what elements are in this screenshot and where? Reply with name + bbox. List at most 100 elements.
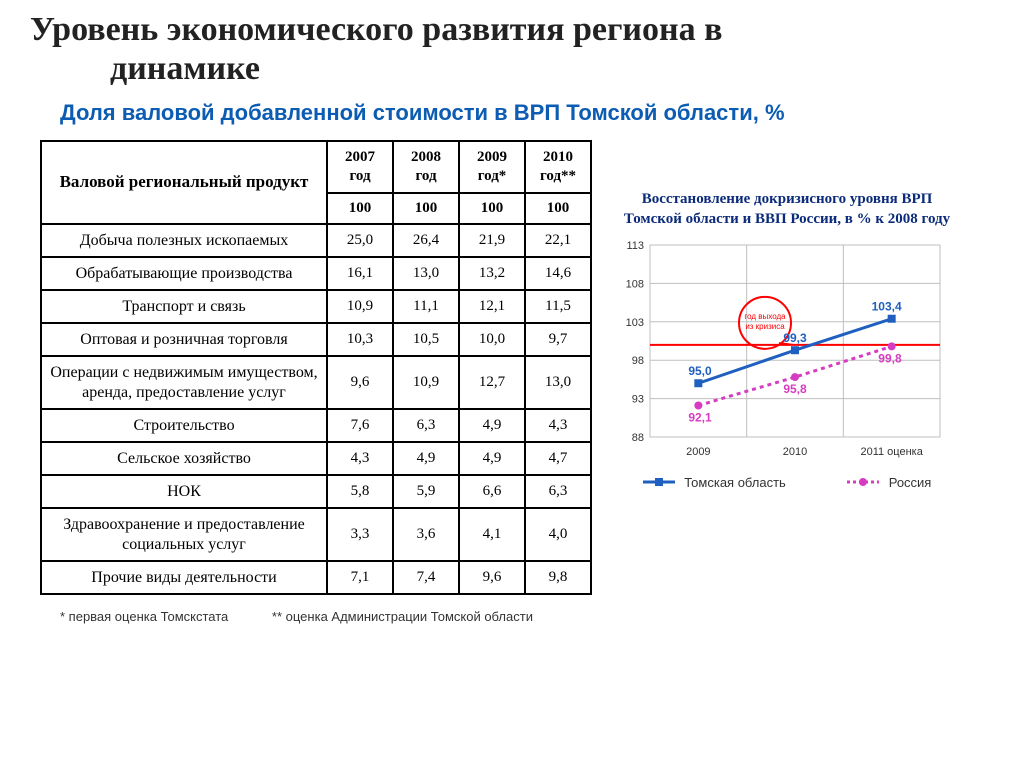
legend-item-russia: Россия xyxy=(847,475,931,491)
cell-value: 7,6 xyxy=(327,409,393,442)
row-label: Транспорт и связь xyxy=(41,290,327,323)
cell-value: 3,6 xyxy=(393,508,459,560)
svg-text:2011 оценка: 2011 оценка xyxy=(860,446,923,458)
svg-text:98: 98 xyxy=(632,355,644,367)
h100-2: 100 xyxy=(459,193,525,224)
table-row: Добыча полезных ископаемых25,026,421,922… xyxy=(41,224,591,257)
row-label: Сельское хозяйство xyxy=(41,442,327,475)
cell-value: 4,9 xyxy=(459,442,525,475)
legend-swatch-russia xyxy=(847,476,879,491)
h100-1: 100 xyxy=(393,193,459,224)
title-line1: Уровень экономического развития региона … xyxy=(30,11,722,48)
svg-text:95,8: 95,8 xyxy=(783,382,807,396)
chart-title: Восстановление докризисного уровня ВРП Т… xyxy=(612,190,962,229)
row-label: Строительство xyxy=(41,409,327,442)
col-2008: 2008 год xyxy=(393,141,459,193)
cell-value: 16,1 xyxy=(327,257,393,290)
cell-value: 14,6 xyxy=(525,257,591,290)
table-row: Оптовая и розничная торговля10,310,510,0… xyxy=(41,323,591,356)
page-title: Уровень экономического развития региона … xyxy=(30,10,994,88)
legend-label-tomsk: Томская область xyxy=(684,475,786,490)
title-line2: динамике xyxy=(30,49,260,88)
svg-text:год выхода: год выхода xyxy=(744,312,786,321)
chart-legend: Томская область Россия xyxy=(612,475,962,491)
row-label: Здравоохранение и предоставление социаль… xyxy=(41,508,327,560)
cell-value: 6,3 xyxy=(393,409,459,442)
footnote-1: * первая оценка Томскстата xyxy=(60,609,228,624)
cell-value: 13,2 xyxy=(459,257,525,290)
cell-value: 6,3 xyxy=(525,475,591,508)
table-row: Прочие виды деятельности7,17,49,69,8 xyxy=(41,561,591,594)
table-row: Сельское хозяйство4,34,94,94,7 xyxy=(41,442,591,475)
svg-text:99,3: 99,3 xyxy=(783,331,807,345)
cell-value: 4,0 xyxy=(525,508,591,560)
cell-value: 5,8 xyxy=(327,475,393,508)
table-row-header: Валовой региональный продукт xyxy=(41,141,327,224)
row-label: Операции с недвижимым имуществом, аренда… xyxy=(41,356,327,408)
cell-value: 9,8 xyxy=(525,561,591,594)
row-label: НОК xyxy=(41,475,327,508)
row-label: Добыча полезных ископаемых xyxy=(41,224,327,257)
cell-value: 10,5 xyxy=(393,323,459,356)
legend-item-tomsk: Томская область xyxy=(643,475,786,491)
cell-value: 7,1 xyxy=(327,561,393,594)
cell-value: 7,4 xyxy=(393,561,459,594)
cell-value: 26,4 xyxy=(393,224,459,257)
col-2007: 2007 год xyxy=(327,141,393,193)
cell-value: 4,3 xyxy=(327,442,393,475)
cell-value: 10,3 xyxy=(327,323,393,356)
cell-value: 11,5 xyxy=(525,290,591,323)
svg-text:113: 113 xyxy=(626,240,644,252)
cell-value: 10,0 xyxy=(459,323,525,356)
subtitle: Доля валовой добавленной стоимости в ВРП… xyxy=(60,100,994,126)
row-label: Обрабатывающие производства xyxy=(41,257,327,290)
cell-value: 4,7 xyxy=(525,442,591,475)
cell-value: 4,9 xyxy=(459,409,525,442)
cell-value: 13,0 xyxy=(525,356,591,408)
svg-text:88: 88 xyxy=(632,432,644,444)
cell-value: 9,7 xyxy=(525,323,591,356)
h100-0: 100 xyxy=(327,193,393,224)
svg-text:92,1: 92,1 xyxy=(688,411,712,425)
cell-value: 13,0 xyxy=(393,257,459,290)
row-label: Оптовая и розничная торговля xyxy=(41,323,327,356)
svg-text:2009: 2009 xyxy=(686,446,710,458)
cell-value: 6,6 xyxy=(459,475,525,508)
col-2010: 2010 год** xyxy=(525,141,591,193)
svg-text:99,8: 99,8 xyxy=(878,352,902,366)
footnote-2: ** оценка Администрации Томской области xyxy=(272,609,533,624)
cell-value: 12,7 xyxy=(459,356,525,408)
grp-table: Валовой региональный продукт 2007 год 20… xyxy=(40,140,592,595)
row-label: Прочие виды деятельности xyxy=(41,561,327,594)
table-row: Транспорт и связь10,911,112,111,5 xyxy=(41,290,591,323)
table-row: Строительство7,66,34,94,3 xyxy=(41,409,591,442)
cell-value: 21,9 xyxy=(459,224,525,257)
svg-text:103: 103 xyxy=(626,317,644,329)
cell-value: 11,1 xyxy=(393,290,459,323)
cell-value: 12,1 xyxy=(459,290,525,323)
svg-text:108: 108 xyxy=(626,279,644,291)
cell-value: 4,1 xyxy=(459,508,525,560)
legend-label-russia: Россия xyxy=(889,475,932,490)
cell-value: 3,3 xyxy=(327,508,393,560)
recovery-chart: 889398103108113200920102011 оценкагод вы… xyxy=(612,235,952,465)
svg-text:из кризиса: из кризиса xyxy=(745,322,785,331)
legend-swatch-tomsk xyxy=(643,476,675,491)
cell-value: 22,1 xyxy=(525,224,591,257)
table-row: НОК5,85,96,66,3 xyxy=(41,475,591,508)
col-2009: 2009 год* xyxy=(459,141,525,193)
svg-text:93: 93 xyxy=(632,394,644,406)
cell-value: 5,9 xyxy=(393,475,459,508)
cell-value: 9,6 xyxy=(459,561,525,594)
table-row: Обрабатывающие производства16,113,013,21… xyxy=(41,257,591,290)
svg-text:103,4: 103,4 xyxy=(872,300,902,314)
table-row: Здравоохранение и предоставление социаль… xyxy=(41,508,591,560)
cell-value: 25,0 xyxy=(327,224,393,257)
table-row: Операции с недвижимым имуществом, аренда… xyxy=(41,356,591,408)
cell-value: 4,3 xyxy=(525,409,591,442)
h100-3: 100 xyxy=(525,193,591,224)
cell-value: 10,9 xyxy=(393,356,459,408)
footnotes: * первая оценка Томскстата ** оценка Адм… xyxy=(60,609,994,624)
cell-value: 9,6 xyxy=(327,356,393,408)
cell-value: 4,9 xyxy=(393,442,459,475)
